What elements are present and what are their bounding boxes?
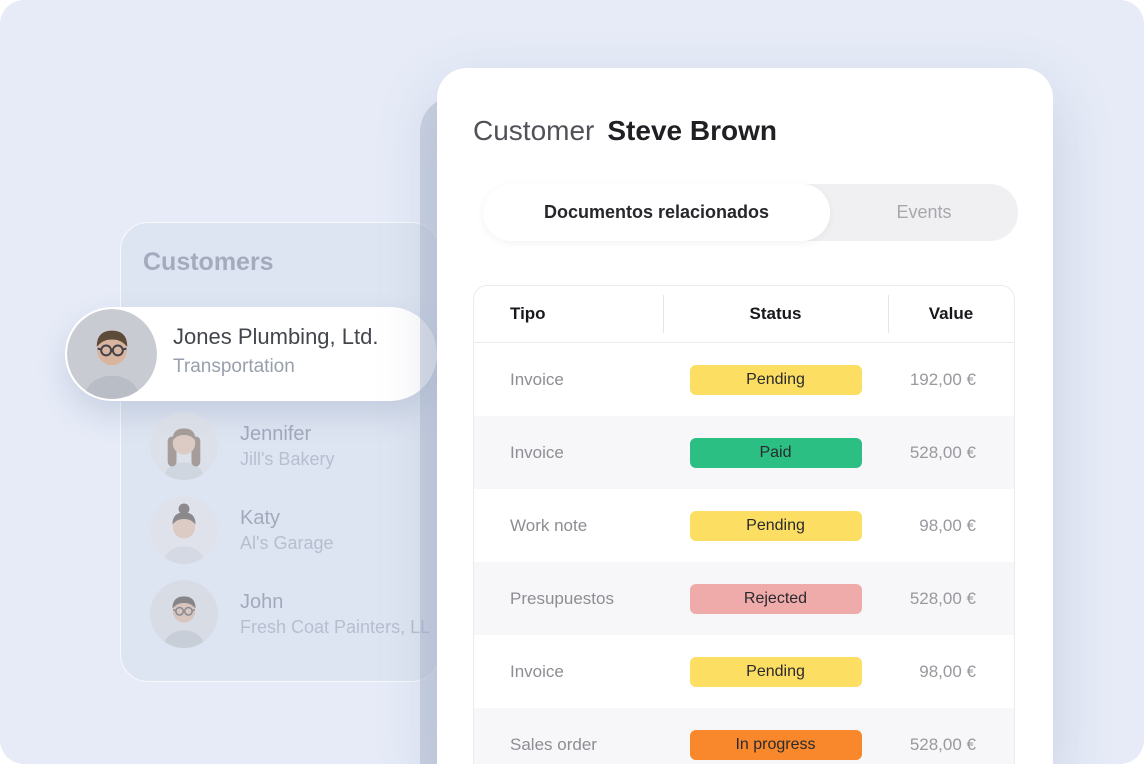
- status-badge: In progress: [689, 729, 862, 760]
- documents-table: Tipo Status Value Invoice Pending 192,00…: [473, 285, 1015, 764]
- table-header-row: Tipo Status Value: [474, 286, 1014, 343]
- customer-list-item-company: Jill's Bakery: [240, 449, 335, 469]
- status-cell: Pending: [663, 656, 888, 687]
- table-row[interactable]: Invoice Paid 528,00 €: [474, 416, 1014, 489]
- customers-panel-title: Customers: [143, 248, 274, 276]
- document-type-cell: Invoice: [510, 442, 564, 462]
- customer-label: Customer: [473, 115, 595, 146]
- selected-customer-name: Jones Plumbing, Ltd.: [173, 324, 379, 349]
- table-row[interactable]: Sales order In progress 528,00 €: [474, 708, 1014, 764]
- tab-documentos-relacionados[interactable]: Documentos relacionados: [483, 184, 830, 241]
- man-glasses-crossed-arms-avatar: [150, 580, 218, 648]
- customer-list-item-name: John: [240, 591, 284, 613]
- status-badge: Rejected: [689, 583, 862, 614]
- value-cell: 528,00 €: [909, 442, 976, 462]
- documents-table-body: Invoice Pending 192,00 € Invoice Paid 52…: [474, 343, 1014, 764]
- value-cell: 98,00 €: [919, 661, 976, 681]
- customer-list-item[interactable]: John Fresh Coat Painters, LL: [150, 580, 450, 648]
- table-row[interactable]: Work note Pending 98,00 €: [474, 489, 1014, 562]
- customer-list-item-company: Fresh Coat Painters, LL: [240, 617, 431, 637]
- value-cell: 528,00 €: [909, 588, 976, 608]
- status-cell: In progress: [663, 729, 888, 760]
- value-cell: 98,00 €: [919, 515, 976, 535]
- selected-customer-subtitle: Transportation: [173, 356, 295, 377]
- status-cell: Pending: [663, 364, 888, 395]
- document-type-cell: Invoice: [510, 369, 564, 389]
- man-short-hair-glasses-avatar: [67, 309, 157, 399]
- document-type-cell: Presupuestos: [510, 588, 614, 608]
- table-row[interactable]: Presupuestos Rejected 528,00 €: [474, 562, 1014, 635]
- value-cell: 192,00 €: [909, 369, 976, 389]
- column-header-value: Value: [888, 286, 1014, 342]
- customer-list-item-name: Katy: [240, 507, 281, 529]
- table-row[interactable]: Invoice Pending 98,00 €: [474, 635, 1014, 708]
- document-type-cell: Invoice: [510, 661, 564, 681]
- customer-list-item[interactable]: Katy Al's Garage: [150, 496, 450, 564]
- customer-detail-card: Customer Steve Brown Documentos relaciona…: [437, 68, 1053, 764]
- tab-events[interactable]: Events: [896, 202, 952, 222]
- document-type-cell: Sales order: [510, 734, 597, 754]
- document-type-cell: Work note: [510, 515, 588, 535]
- selected-customer-row[interactable]: Jones Plumbing, Ltd. Transportation: [65, 307, 437, 401]
- customer-list: Jennifer Jill's Bakery Katy Al's Garage …: [150, 412, 450, 664]
- status-cell: Rejected: [663, 583, 888, 614]
- woman-hair-bun-avatar: [150, 496, 218, 564]
- status-badge: Pending: [689, 510, 862, 541]
- customer-list-item-name: Jennifer: [240, 423, 312, 445]
- status-badge: Pending: [689, 656, 862, 687]
- column-header-status: Status: [663, 286, 888, 342]
- detail-title: Customer Steve Brown: [473, 114, 777, 148]
- table-row[interactable]: Invoice Pending 192,00 €: [474, 343, 1014, 416]
- value-cell: 528,00 €: [909, 734, 976, 754]
- status-cell: Paid: [663, 437, 888, 468]
- woman-long-hair-avatar: [150, 412, 218, 480]
- status-badge: Pending: [689, 364, 862, 395]
- customer-list-item[interactable]: Jennifer Jill's Bakery: [150, 412, 450, 480]
- tabs: Documentos relacionados Events: [483, 184, 1018, 241]
- status-cell: Pending: [663, 510, 888, 541]
- customer-name-heading: Steve Brown: [607, 115, 777, 146]
- status-badge: Paid: [689, 437, 862, 468]
- customer-list-item-company: Al's Garage: [240, 533, 334, 553]
- column-header-tipo: Tipo: [510, 304, 546, 323]
